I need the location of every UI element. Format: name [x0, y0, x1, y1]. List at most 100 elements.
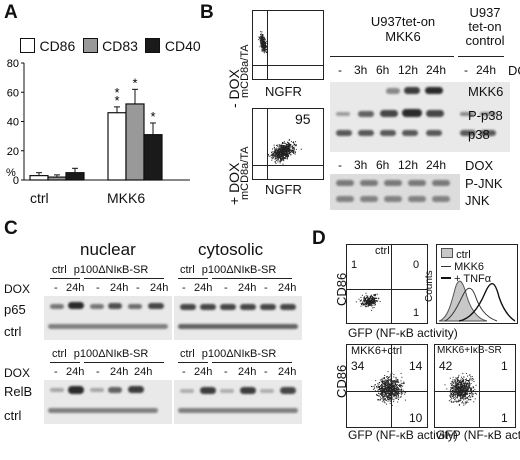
blot-mkk6-p38 [330, 82, 510, 152]
quadrant-line-horizontal [253, 65, 323, 66]
d1-events [355, 292, 381, 311]
blot-label-p38: p38 [468, 127, 490, 142]
flow2-xaxis-label: NGFR [265, 182, 302, 197]
lane-label: - [182, 366, 186, 378]
c2-underline-ctrl [178, 278, 208, 279]
quadrant-line-horizontal [435, 391, 515, 392]
panel-c-cytosolic-title: cytosolic [198, 240, 264, 259]
quadrant-line-vertical [267, 11, 268, 79]
bar-cd40-ctrl [65, 172, 85, 181]
dox-label: DOX [508, 63, 520, 78]
lane-label: - [54, 282, 58, 294]
blot-group1-title-line1: U937tet-on [370, 14, 436, 29]
c4-header: ctrl p100ΔNIκB-SR [180, 348, 276, 360]
d3-quadrant-lr: 10 [409, 411, 423, 425]
c4-underline-construct [212, 362, 292, 363]
c3-row-relb: RelB [4, 384, 33, 399]
flow1-events [258, 31, 268, 54]
c2-construct-label: p100ΔNIκB-SR [201, 264, 277, 276]
c3-header: ctrl p100ΔNIκB-SR [52, 348, 148, 360]
flow-plot-d-mkk6-ctrl: MKK6+ctrl 34 14 10 [346, 344, 428, 428]
hist-legend-tnf: + TNFα [441, 273, 491, 285]
c1-dox-label: DOX [4, 282, 31, 296]
d1-xaxis-label: GFP (NF-κB activity) [348, 326, 458, 340]
quadrant-line-vertical [267, 109, 268, 179]
c4-underline-ctrl [178, 362, 208, 363]
lane-label: - [136, 282, 140, 294]
panel-a-ylabel: % [6, 167, 16, 179]
flow-plot-plus-dox: 95 [252, 108, 324, 180]
lane-label: - [182, 282, 186, 294]
lane-label: 24h [476, 63, 497, 77]
y-tick-label: 20 [7, 146, 19, 158]
panel-c-letter: C [4, 218, 18, 239]
lane-label: 24h [110, 282, 129, 294]
panel-d-letter: D [312, 228, 326, 249]
bar-cd40-mkk6 [143, 134, 163, 181]
significance-marker: * [114, 93, 119, 108]
lane-label: 24h [66, 282, 85, 294]
histogram-curves [438, 280, 516, 322]
c3-construct-label: p100ΔNIκB-SR [73, 348, 149, 360]
d1-quadrant-lr: 1 [413, 307, 420, 319]
panel-a-bars: **** [29, 75, 163, 181]
blot-label-p-p38: P-p38 [468, 108, 503, 123]
blot-nuclear-relb [44, 380, 172, 424]
flow-plot-d-ctrl: ctrl 1 0 1 [346, 244, 428, 324]
legend-label-cd86: CD86 [39, 38, 76, 54]
lane-label: 12h [398, 63, 419, 77]
c3-underline-ctrl [50, 362, 80, 363]
significance-marker: * [150, 109, 155, 124]
lane-label: - [264, 366, 268, 378]
lane-label: - [96, 282, 100, 294]
panel-c-nuclear-title: nuclear [80, 240, 136, 259]
lane-label: - [338, 158, 342, 172]
c3-ctrl-label: ctrl [52, 348, 67, 360]
lane-label: 3h [354, 158, 368, 172]
lane-label: 6h [376, 158, 390, 172]
lane-label: - [464, 63, 468, 77]
quadrant-line-vertical [391, 245, 392, 323]
legend-swatch-cd83 [82, 38, 98, 53]
hist-legend-ctrl: ctrl [441, 248, 491, 261]
d4-quadrant-lr: 1 [501, 411, 508, 425]
c3-underline-construct [84, 362, 164, 363]
d4-title: MKK6+IκB-SR [437, 345, 502, 356]
hist-yaxis-label: Counts [424, 270, 435, 302]
blot-group2-title: U937 tet-on control [455, 6, 515, 48]
lane-label: 24h [238, 366, 257, 378]
y-tick-label: 0 [13, 175, 19, 185]
lane-label: 24h [426, 158, 447, 172]
lane-label: - [338, 63, 342, 77]
blot-label-mkk6: MKK6 [468, 84, 504, 99]
hist-legend: ctrl MKK6 + TNFα [441, 248, 491, 285]
blot-jnk [330, 174, 460, 210]
bar-cd83-ctrl [47, 176, 67, 181]
blot-group1-title-line2: MKK6 [385, 29, 421, 44]
d4-quadrant-ul: 42 [439, 359, 453, 373]
flow-plot-d-mkk6-ikb: MKK6+IκB-SR 42 1 1 [434, 344, 516, 428]
quadrant-line-horizontal [253, 165, 323, 166]
bar-cd83-mkk6 [125, 103, 145, 181]
blot-label-jnk: JNK [465, 193, 490, 208]
c4-construct-label: p100ΔNIκB-SR [201, 348, 277, 360]
flow1-xaxis-label: NGFR [265, 84, 302, 99]
legend-swatch-cd86 [20, 38, 35, 53]
d1-quadrant-ur: 0 [413, 259, 420, 271]
blot-group2-title-line2: tet-on [468, 19, 502, 34]
significance-marker: * [132, 75, 137, 90]
lane-label: 24h [66, 366, 85, 378]
lane-label: 24h [238, 282, 257, 294]
c2-header: ctrl p100ΔNIκB-SR [180, 264, 276, 276]
hist-legend-ctrl-label: ctrl [456, 249, 471, 261]
quadrant-line-vertical [479, 345, 480, 427]
blot-nuclear-p65 [44, 296, 172, 340]
flow2-quadrant-value: 95 [295, 111, 311, 127]
panel-a-letter: A [4, 2, 18, 23]
d1-title: ctrl [375, 245, 390, 257]
c1-underline-construct [84, 278, 164, 279]
c4-ctrl-label: ctrl [180, 348, 195, 360]
legend-swatch-cd40 [145, 38, 161, 53]
legend-label-cd40: CD40 [164, 38, 201, 54]
